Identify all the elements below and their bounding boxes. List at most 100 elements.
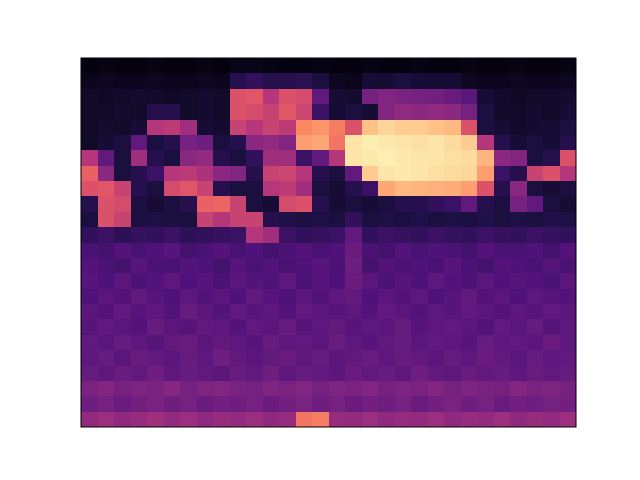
cell <box>180 58 197 74</box>
cell <box>461 89 478 105</box>
cell <box>180 304 197 320</box>
cell <box>494 135 511 151</box>
cell <box>428 319 445 335</box>
cell <box>164 381 181 397</box>
cell <box>230 135 247 151</box>
cell <box>98 89 115 105</box>
cell <box>312 243 329 259</box>
cell <box>461 104 478 120</box>
cell <box>230 366 247 382</box>
cell <box>147 396 164 412</box>
cell <box>312 104 329 120</box>
cell <box>378 212 395 228</box>
cell <box>81 212 98 228</box>
cell <box>147 350 164 366</box>
cell <box>527 350 544 366</box>
cell <box>510 166 527 182</box>
cell <box>180 396 197 412</box>
cell <box>230 104 247 120</box>
cell <box>395 227 412 243</box>
cell <box>131 135 148 151</box>
cell <box>362 181 379 197</box>
cell <box>296 273 313 289</box>
cell <box>345 135 362 151</box>
cell <box>510 73 527 89</box>
cell <box>279 381 296 397</box>
cell <box>296 73 313 89</box>
cell <box>180 135 197 151</box>
cell <box>114 258 131 274</box>
cell <box>263 396 280 412</box>
cell <box>560 135 577 151</box>
cell <box>81 227 98 243</box>
cell <box>494 120 511 136</box>
cell <box>362 58 379 74</box>
cell <box>444 366 461 382</box>
cell <box>197 289 214 305</box>
cell <box>510 396 527 412</box>
cell <box>477 73 494 89</box>
cell <box>164 166 181 182</box>
cell <box>411 381 428 397</box>
cell <box>395 273 412 289</box>
cell <box>510 104 527 120</box>
cell <box>98 243 115 259</box>
cell <box>543 89 560 105</box>
cell <box>444 350 461 366</box>
cell <box>114 135 131 151</box>
cell <box>164 396 181 412</box>
cell <box>378 150 395 166</box>
cell <box>527 166 544 182</box>
cell <box>411 212 428 228</box>
cell <box>461 335 478 351</box>
cell <box>197 196 214 212</box>
cell <box>329 396 346 412</box>
cell <box>197 273 214 289</box>
cell <box>560 396 577 412</box>
cell <box>560 366 577 382</box>
cell <box>428 243 445 259</box>
cell <box>527 396 544 412</box>
cell <box>279 89 296 105</box>
cell <box>81 120 98 136</box>
cell <box>197 58 214 74</box>
cell <box>213 120 230 136</box>
cell <box>164 304 181 320</box>
cell <box>428 58 445 74</box>
cell <box>213 181 230 197</box>
cell <box>114 335 131 351</box>
cell <box>362 381 379 397</box>
cell <box>81 304 98 320</box>
cell <box>197 104 214 120</box>
cell <box>362 166 379 182</box>
cell <box>444 166 461 182</box>
cell <box>164 73 181 89</box>
cell <box>395 120 412 136</box>
cell <box>296 258 313 274</box>
cell <box>329 120 346 136</box>
cell <box>378 258 395 274</box>
cell <box>494 350 511 366</box>
cell <box>230 181 247 197</box>
cell <box>147 196 164 212</box>
cell <box>494 73 511 89</box>
cell <box>81 366 98 382</box>
cell <box>543 58 560 74</box>
cell <box>345 319 362 335</box>
cell <box>131 335 148 351</box>
cell <box>164 412 181 427</box>
cell <box>147 120 164 136</box>
cell <box>378 273 395 289</box>
cell <box>246 258 263 274</box>
cell <box>279 227 296 243</box>
cell <box>263 73 280 89</box>
cell <box>329 258 346 274</box>
plot-frame <box>81 58 576 427</box>
cell <box>180 104 197 120</box>
cell <box>395 196 412 212</box>
cell <box>263 412 280 427</box>
cell <box>345 366 362 382</box>
cell <box>114 289 131 305</box>
cell <box>345 381 362 397</box>
cell <box>263 273 280 289</box>
